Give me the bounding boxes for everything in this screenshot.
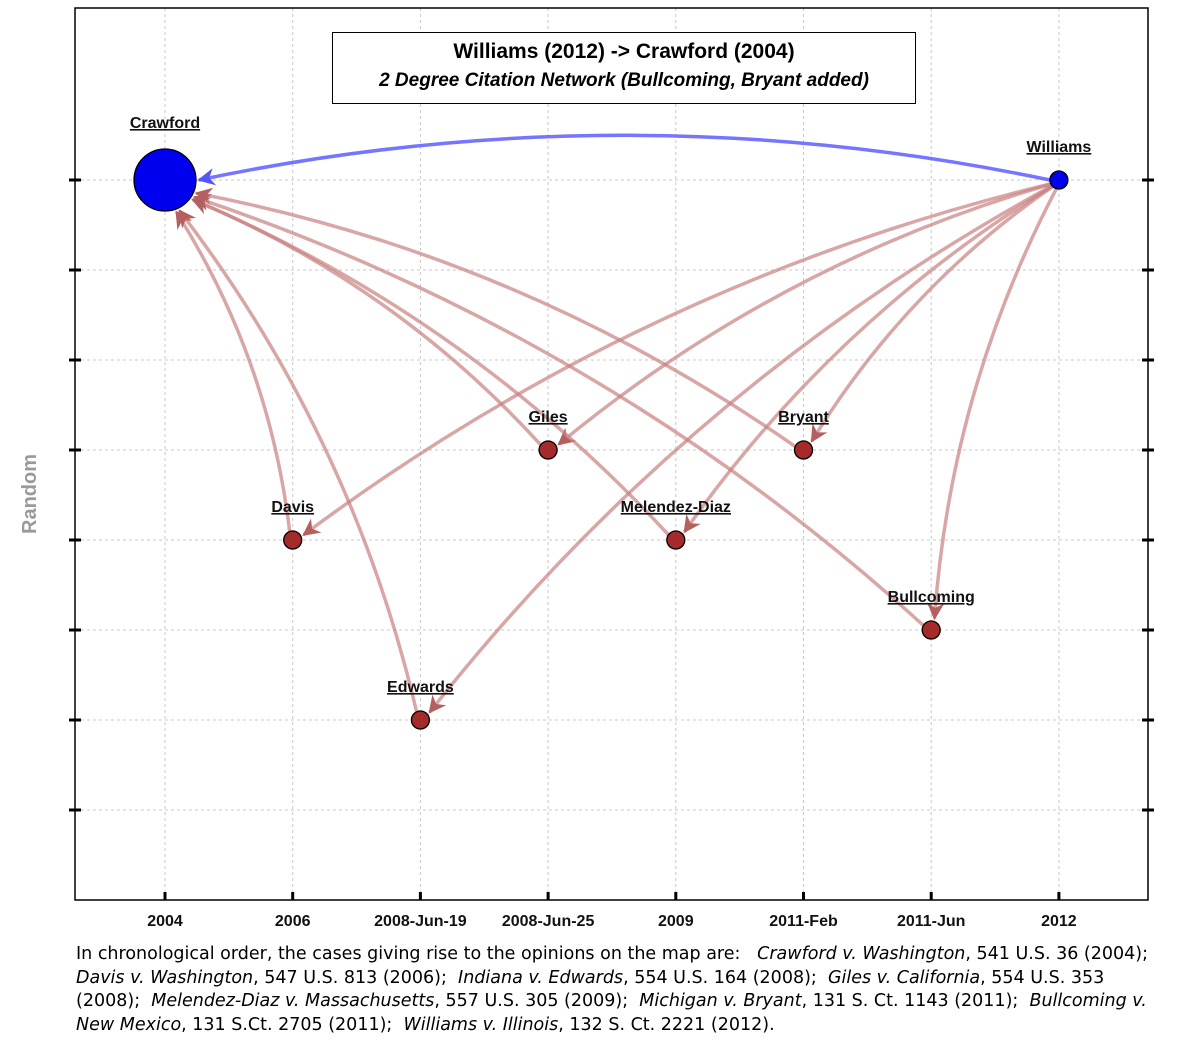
case-label-davis: Davis: [271, 499, 314, 516]
caption-case-citation: , 131 S. Ct. 1143 (2011);: [801, 991, 1019, 1011]
caption-case-name: Michigan v. Bryant: [639, 991, 802, 1011]
caption-case-name: Melendez-Diaz v. Massachusetts: [151, 991, 435, 1011]
caption-intro: In chronological order, the cases giving…: [76, 944, 741, 964]
case-node-bryant: [793, 440, 814, 460]
grid: [75, 8, 1148, 900]
citation-edge-williams-to-edwards: [428, 184, 1053, 714]
case-label-edwards: Edwards: [387, 679, 454, 696]
x-tick-label: 2008-Jun-25: [502, 913, 595, 930]
caption-case-citation: , 547 U.S. 813 (2006);: [253, 967, 447, 988]
chart-title: Williams (2012) -> Crawford (2004): [453, 40, 795, 63]
x-tick-label: 2011-Feb: [769, 913, 838, 930]
citation-edge-davis-to-crawford: [174, 210, 292, 532]
chart-title-box: Williams (2012) -> Crawford (2004) 2 Deg…: [332, 32, 916, 104]
case-label-crawford: Crawford: [130, 115, 200, 132]
citation-edge-edwards-to-crawford: [178, 209, 419, 713]
caption-case-name: Davis v. Washington: [76, 967, 254, 988]
citation-edge-bryant-to-crawford: [194, 187, 797, 448]
case-node-davis: [283, 530, 303, 550]
case-citation-caption: In chronological order, the cases giving…: [76, 943, 1166, 1037]
case-node-edwards: [410, 710, 431, 730]
caption-case-name: Indiana v. Edwards: [458, 967, 624, 988]
caption-case-citation: , 132 S. Ct. 2221 (2012).: [558, 1014, 775, 1035]
plot-frame: [74, 7, 1149, 901]
case-node-crawford: [133, 148, 197, 212]
case-node-bullcoming: [921, 620, 941, 640]
x-tick-label: 2008-Jun-19: [374, 913, 467, 930]
citation-edge-williams-to-bullcoming: [926, 187, 1058, 621]
citation-edge-williams-to-bryant: [810, 185, 1054, 443]
caption-case-citation: , 554 U.S. 353 (2008);: [76, 967, 1105, 1012]
x-tick-label: 2009: [658, 913, 694, 930]
citation-edges: [174, 133, 1058, 714]
caption-case-name: Crawford v. Washington: [757, 944, 966, 964]
citation-edge-williams-to-crawford: [197, 133, 1051, 186]
case-label-melendez-diaz: Melendez-Diaz: [621, 499, 731, 516]
caption-case-name: Williams v. Illinois: [403, 1014, 559, 1035]
citation-edge-williams-to-melendez-diaz: [683, 184, 1054, 534]
caption-case-name: Bullcoming v. New Mexico: [76, 991, 1147, 1035]
y-axis-label: Random: [19, 454, 41, 534]
chart-subtitle: 2 Degree Citation Network (Bullcoming, B…: [379, 70, 869, 91]
axis-ticks: [69, 178, 1154, 900]
case-label-bryant: Bryant: [778, 409, 829, 426]
x-tick-label: 2012: [1041, 913, 1077, 930]
case-node-melendez-diaz: [666, 530, 686, 550]
case-nodes: [133, 148, 1069, 730]
x-tick-label: 2011-Jun: [897, 913, 965, 930]
citation-edge-melendez-diaz-to-crawford: [191, 197, 670, 536]
caption-case-citation: , 541 U.S. 36 (2004);: [965, 944, 1148, 964]
x-tick-label: 2004: [147, 913, 183, 930]
caption-case-citation: , 554 U.S. 164 (2008);: [623, 967, 817, 988]
x-tick-labels: 2004 2006 2008-Jun-19 2008-Jun-25 2009 2011-F…: [147, 913, 1077, 930]
case-label-bullcoming: Bullcoming: [888, 589, 975, 606]
case-label-williams: Williams: [1027, 139, 1092, 156]
caption-case-list: Crawford v. Washington, 541 U.S. 36 (200…: [76, 944, 1154, 1035]
case-node-williams: [1049, 170, 1069, 190]
citation-edge-bullcoming-to-crawford: [192, 193, 925, 627]
caption-case-citation: , 557 U.S. 305 (2009);: [434, 991, 629, 1011]
case-labels: Crawford Davis Edwards Giles Melendez-Diaz Br…: [130, 115, 1092, 696]
x-tick-label: 2006: [275, 913, 311, 930]
case-node-giles: [538, 440, 558, 460]
caption-case-name: Giles v. California: [827, 967, 981, 988]
citation-edge-williams-to-davis: [302, 182, 1052, 537]
caption-case-citation: , 131 S.Ct. 2705 (2011);: [181, 1014, 393, 1035]
case-label-giles: Giles: [529, 409, 568, 426]
